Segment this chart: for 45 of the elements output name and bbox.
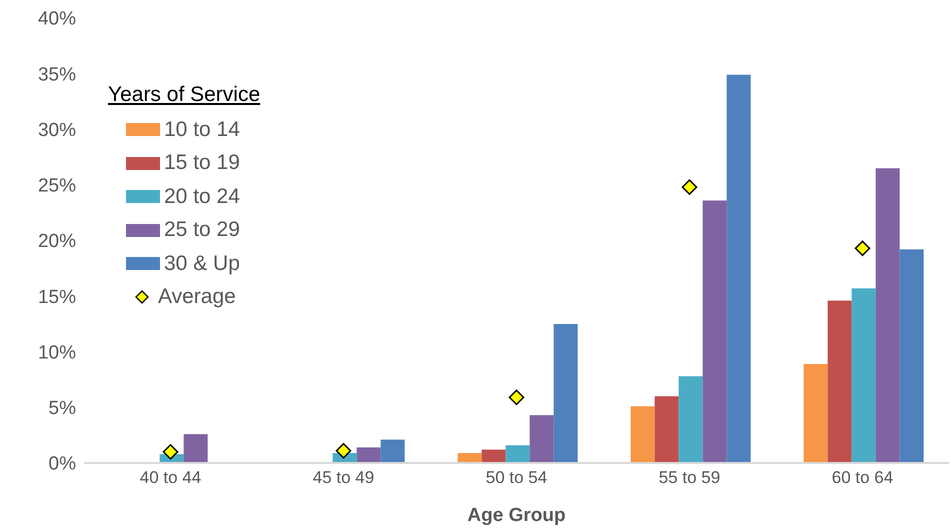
legend-label: 15 to 19 xyxy=(164,151,240,176)
x-tick-label: 60 to 64 xyxy=(832,468,894,488)
bar xyxy=(876,168,900,463)
y-tick-label: 0% xyxy=(48,454,76,475)
y-tick-label: 15% xyxy=(38,286,76,308)
legend-label: 10 to 14 xyxy=(164,118,240,142)
y-tick-label: 5% xyxy=(48,398,76,420)
point xyxy=(508,390,524,406)
y-tick-label: 25% xyxy=(38,176,76,197)
bar xyxy=(828,300,852,463)
x-tick-label: 55 to 59 xyxy=(658,468,720,488)
bar xyxy=(554,324,578,463)
point xyxy=(682,179,698,195)
bar xyxy=(184,434,208,463)
y-tick-label: 35% xyxy=(38,64,76,86)
x-tick-label: 45 to 49 xyxy=(312,468,374,488)
y-tick-label: 20% xyxy=(38,231,76,252)
point xyxy=(162,444,178,460)
bar xyxy=(654,396,679,463)
legend-title: Years of Service xyxy=(108,83,260,107)
x-tick-label: 40 to 44 xyxy=(140,468,202,488)
bar xyxy=(380,440,405,463)
legend-label: 20 to 24 xyxy=(164,184,240,209)
point xyxy=(854,240,870,256)
point xyxy=(336,443,352,459)
bar xyxy=(900,249,924,463)
y-tick-label: 10% xyxy=(38,342,76,364)
legend-label: Average xyxy=(158,285,236,310)
bar xyxy=(506,445,530,463)
bar xyxy=(458,452,482,463)
bar xyxy=(482,450,506,463)
bar xyxy=(356,447,381,463)
bar xyxy=(630,406,655,463)
x-tick-label: 50 to 54 xyxy=(486,468,548,488)
bar xyxy=(678,376,703,463)
bar xyxy=(702,200,727,463)
y-tick-label: 30% xyxy=(38,120,76,141)
x-axis-title: Age Group xyxy=(467,505,566,526)
y-tick-label: 40% xyxy=(38,8,76,30)
bar xyxy=(852,288,876,463)
bar xyxy=(726,74,751,463)
bar xyxy=(804,364,828,463)
bar xyxy=(530,415,554,463)
legend-label: 25 to 29 xyxy=(164,218,240,242)
legend-label: 30 & Up xyxy=(164,252,240,276)
